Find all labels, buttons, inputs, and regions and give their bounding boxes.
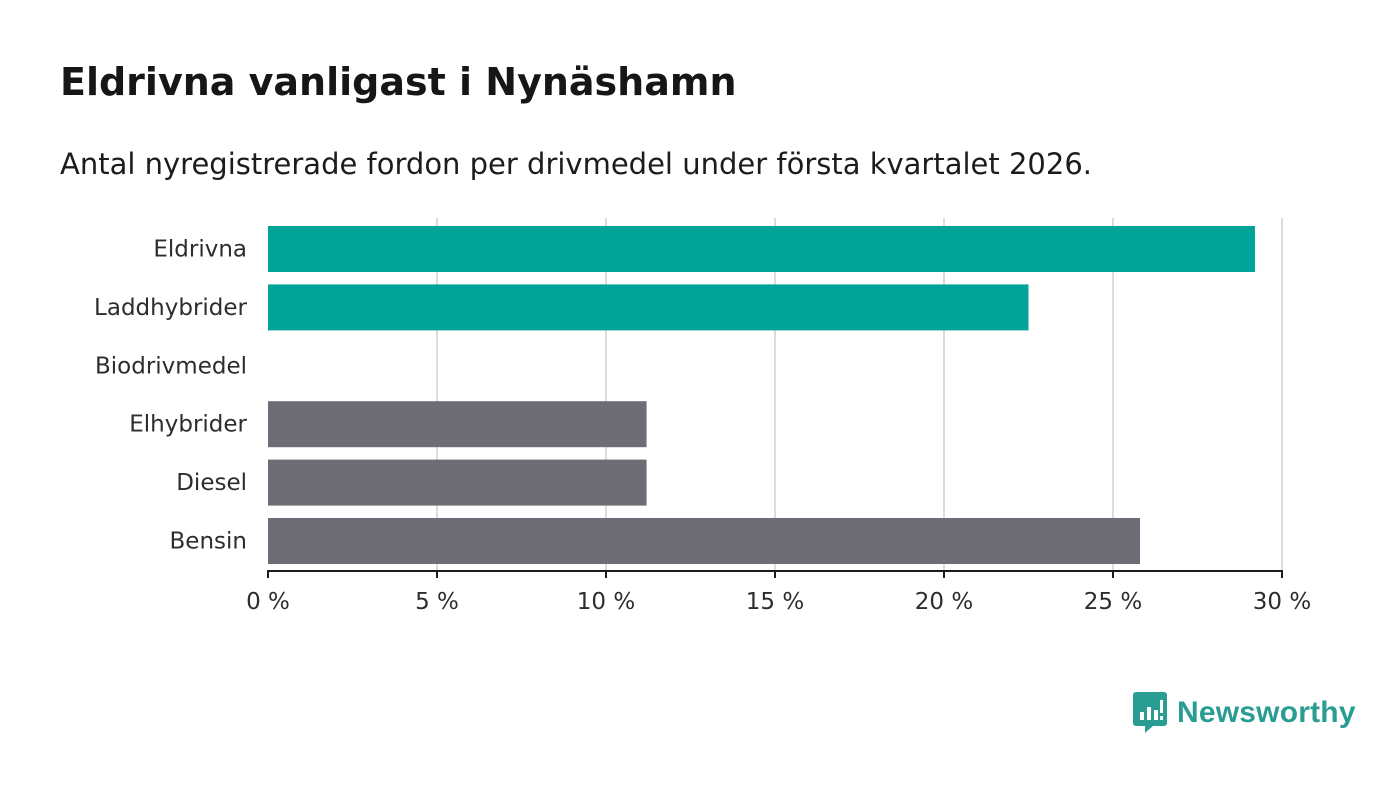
- category-label: Biodrivmedel: [95, 353, 247, 379]
- bar: [268, 518, 1141, 564]
- newsworthy-logo-icon: [1133, 692, 1167, 733]
- chart-subtitle: Antal nyregistrerade fordon per drivmede…: [60, 147, 1093, 181]
- bar: [268, 401, 647, 448]
- x-tick-label: 30 %: [1253, 589, 1311, 615]
- x-tick-label: 0 %: [246, 589, 290, 615]
- category-label: Bensin: [170, 529, 247, 555]
- x-tick-label: 10 %: [577, 589, 635, 615]
- x-tick-label: 20 %: [915, 589, 973, 615]
- x-tick-label: 5 %: [415, 589, 459, 615]
- x-tick-label: 25 %: [1084, 589, 1142, 615]
- bar: [268, 226, 1255, 272]
- bar: [268, 459, 647, 506]
- x-tick-label: 15 %: [746, 589, 804, 615]
- category-label: Diesel: [176, 470, 247, 496]
- bar: [268, 284, 1029, 331]
- category-label: Eldrivna: [153, 237, 247, 263]
- category-label: Laddhybrider: [94, 295, 247, 321]
- brand-logo: Newsworthy: [1133, 692, 1356, 734]
- category-label: Elhybrider: [129, 412, 247, 438]
- chart-title: Eldrivna vanligast i Nynäshamn: [60, 60, 737, 104]
- brand-name: Newsworthy: [1177, 696, 1356, 729]
